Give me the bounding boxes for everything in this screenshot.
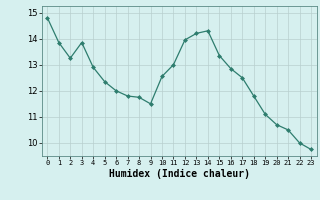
X-axis label: Humidex (Indice chaleur): Humidex (Indice chaleur) (109, 169, 250, 179)
